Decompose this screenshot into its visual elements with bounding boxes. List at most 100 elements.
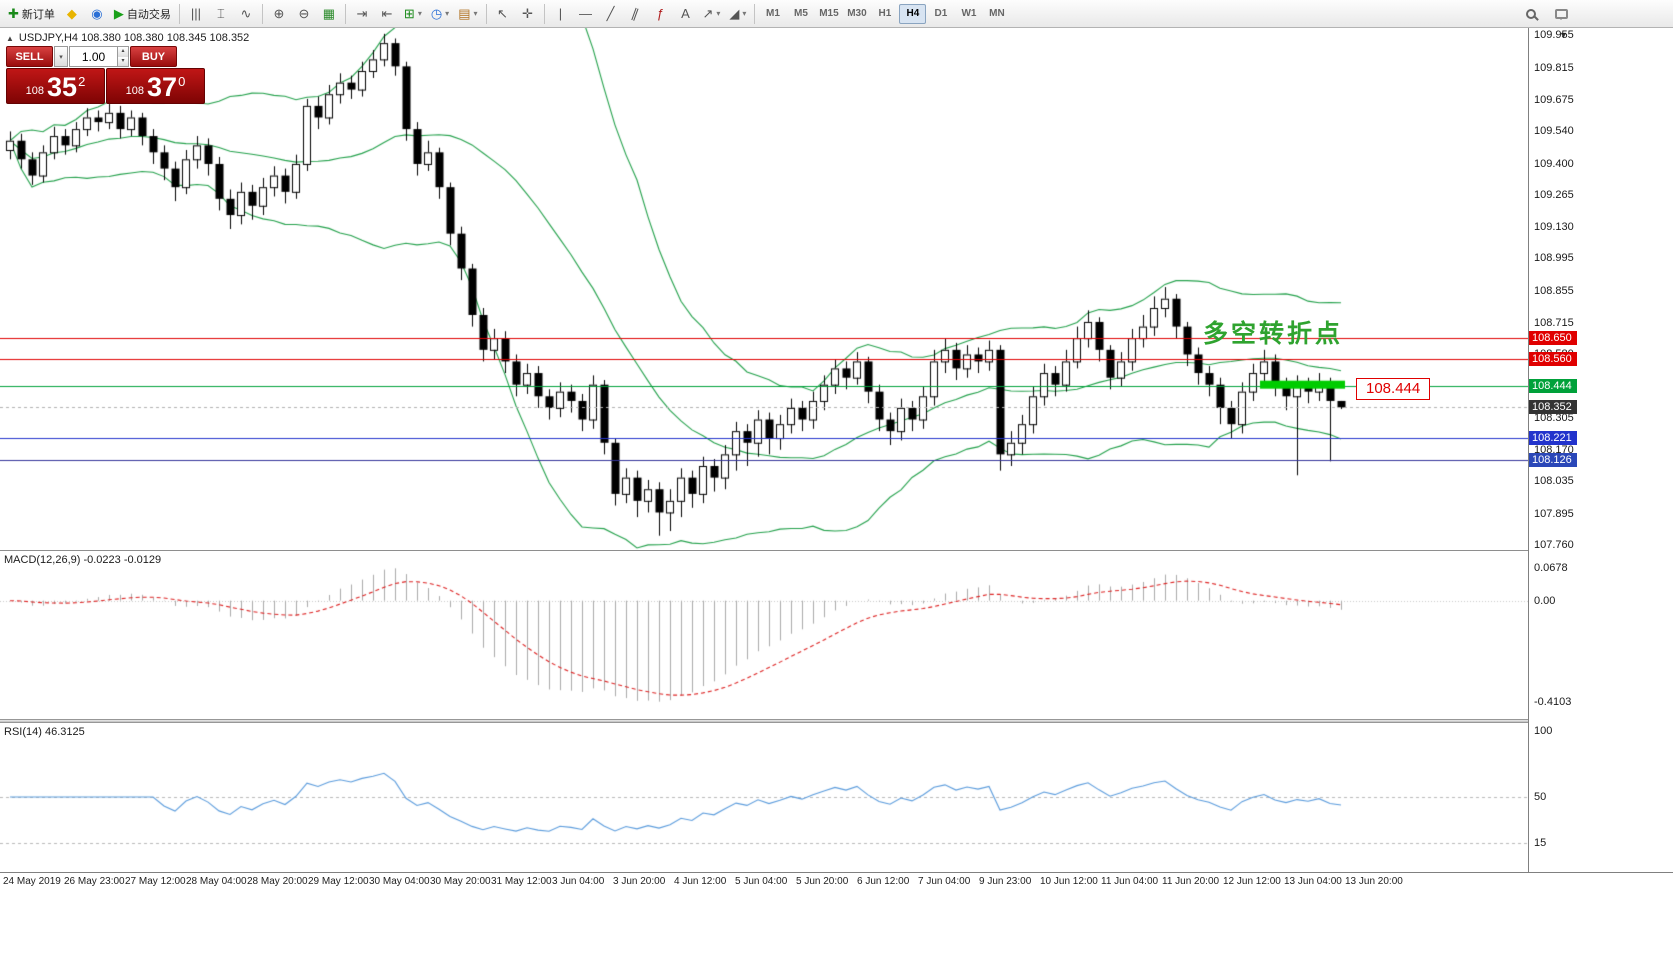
vertical-line-icon: | — [558, 6, 563, 21]
chart-line-icon: ∿ — [240, 6, 252, 21]
time-label: 27 May 12:00 — [125, 876, 186, 887]
arrows-button[interactable]: ↗ ▾ — [699, 3, 725, 25]
crosshair-button[interactable]: ✛ — [516, 3, 540, 25]
timeframe-m15-button[interactable]: M15 — [819, 8, 839, 19]
auto-scroll-icon: ⇥ — [356, 6, 368, 21]
horizontal-line-icon: — — [579, 6, 592, 21]
chart-bars-button[interactable]: ||| — [184, 3, 208, 25]
cursor-button[interactable]: ↖ — [491, 3, 515, 25]
time-label: 13 Jun 20:00 — [1345, 876, 1403, 887]
price-scale[interactable]: ▼ 109.955 109.815 109.675 109.540 109.400 109… — [1528, 28, 1673, 890]
chat-button[interactable] — [1549, 3, 1573, 25]
trade-panel-collapse-arrow[interactable]: ▲ — [6, 33, 14, 43]
time-label: 12 Jun 12:00 — [1223, 876, 1281, 887]
templates-button[interactable]: ▤ ▾ — [454, 3, 481, 25]
text-icon: A — [681, 6, 690, 21]
time-label: 24 May 2019 — [3, 876, 61, 887]
chart-line-button[interactable]: ∿ — [234, 3, 258, 25]
buy-price-button[interactable]: 108 37 0 — [106, 68, 205, 104]
algo-trading-button-label: 自动交易 — [126, 8, 171, 21]
timeframe-d1-button[interactable]: D1 — [934, 8, 948, 19]
search-button[interactable] — [1519, 3, 1543, 25]
tile-windows-button[interactable]: ▦ — [317, 3, 341, 25]
timeframe-h1-button[interactable]: H1 — [878, 8, 892, 19]
mql5-community-button[interactable]: ◉ — [85, 3, 109, 25]
time-label: 11 Jun 04:00 — [1101, 876, 1159, 887]
time-label: 30 May 20:00 — [430, 876, 491, 887]
algo-trading-button[interactable]: ▶ 自动交易 — [110, 3, 175, 25]
time-label: 28 May 04:00 — [186, 876, 247, 887]
chart-annotation: 多空转折点 — [1203, 319, 1344, 348]
shapes-button[interactable]: ◢ ▾ — [725, 3, 750, 25]
channel-button[interactable]: ∥ — [624, 3, 648, 25]
new-order-button-label: 新订单 — [21, 8, 55, 21]
channel-icon: ∥ — [629, 5, 642, 22]
volume-preset-dropdown[interactable]: ▾ — [54, 46, 68, 67]
chart-candles-icon: ⌶ — [217, 6, 225, 21]
panel-splitter[interactable] — [0, 550, 1673, 551]
price-scale-label: 109.400 — [1534, 157, 1574, 170]
rsi-scale-label: 50 — [1534, 791, 1547, 803]
volume-down-icon[interactable]: ▾ — [118, 56, 128, 66]
timeframe-h4-button[interactable]: H4 — [899, 3, 927, 24]
ohlc-readout: USDJPY,H4 108.380 108.380 108.345 108.35… — [18, 32, 250, 44]
chart-shift-icon: ⇤ — [381, 6, 393, 21]
toolbar-separator — [485, 3, 487, 24]
toolbar-separator — [754, 3, 756, 24]
timeframe-mn-button[interactable]: MN — [989, 8, 1005, 19]
toolbar: ✚ 新订单 ◆ ◉ ▶ 自动交易 ||| ⌶ ∿ ⊕ ⊖ ▦ ⇥ ⇤ ⊞ ▾ ◷ ▾ ▤ ▾ ↖ ✛ | — ╱ ∥ ƒ A ↗ ▾ ◢ ▾ M… — [0, 0, 1673, 28]
periods-button[interactable]: ◷ ▾ — [427, 3, 453, 25]
chart-shift-button[interactable]: ⇤ — [375, 3, 399, 25]
metaeditor-button[interactable]: ◆ — [60, 3, 84, 25]
chart-candles-button[interactable]: ⌶ — [209, 3, 233, 25]
search-icon — [1526, 8, 1536, 19]
fibonacci-button[interactable]: ƒ — [649, 3, 673, 25]
price-scale-label: 109.675 — [1534, 94, 1574, 107]
buy-price-big: 37 — [147, 72, 178, 102]
vertical-line-button[interactable]: | — [549, 3, 573, 25]
toolbar-separator — [178, 3, 180, 24]
price-scale-label: 108.995 — [1534, 252, 1574, 265]
time-label: 9 Jun 23:00 — [979, 876, 1032, 887]
timeframe-w1-button[interactable]: W1 — [961, 8, 977, 19]
auto-scroll-button[interactable]: ⇥ — [350, 3, 374, 25]
shapes-icon: ◢ — [729, 6, 740, 21]
time-label: 26 May 23:00 — [64, 876, 125, 887]
macd-panel-canvas[interactable] — [0, 551, 1528, 719]
timeframe-m5-button[interactable]: M5 — [793, 8, 808, 19]
trendline-button[interactable]: ╱ — [599, 3, 623, 25]
indicators-button[interactable]: ⊞ ▾ — [400, 3, 426, 25]
panel-splitter[interactable] — [0, 719, 1673, 723]
buy-button[interactable]: BUY — [130, 46, 177, 67]
buy-price-head: 108 — [125, 85, 145, 97]
volume-input[interactable] — [69, 46, 117, 67]
scale-context-arrow[interactable]: ▼ — [1559, 30, 1568, 40]
price-level-callout: 108.444 — [1356, 378, 1431, 400]
templates-icon: ▤ — [458, 6, 471, 21]
timeframe-m1-button[interactable]: M1 — [765, 8, 780, 19]
rsi-panel-canvas[interactable] — [0, 723, 1528, 872]
sell-price-button[interactable]: 108 35 2 — [6, 68, 105, 104]
toolbar-separator — [344, 3, 346, 24]
price-scale-label: 108.855 — [1534, 284, 1574, 297]
zoom-out-button[interactable]: ⊖ — [292, 3, 316, 25]
chart-area: ▲ USDJPY,H4 108.380 108.380 108.345 108.… — [0, 28, 1673, 908]
price-scale-label: 108.305 — [1534, 412, 1574, 425]
price-chart-canvas[interactable] — [0, 28, 1528, 550]
buy-price-sup: 0 — [178, 74, 186, 89]
sell-button[interactable]: SELL — [6, 46, 53, 67]
horizontal-line-button[interactable]: — — [574, 3, 598, 25]
price-level-badge: 108.560 — [1529, 352, 1577, 367]
price-level-badge: 108.650 — [1529, 331, 1577, 346]
new-order-button[interactable]: ✚ 新订单 — [4, 3, 59, 25]
volume-up-icon[interactable]: ▴ — [118, 47, 128, 57]
time-axis[interactable]: 24 May 2019 26 May 23:00 27 May 12:00 28 Ma… — [0, 872, 1673, 890]
time-label: 3 Jun 04:00 — [552, 876, 605, 887]
text-button[interactable]: A — [674, 3, 698, 25]
time-label: 3 Jun 20:00 — [613, 876, 666, 887]
timeframe-m30-button[interactable]: M30 — [847, 8, 867, 19]
dropdown-arrow-icon: ▾ — [417, 9, 422, 18]
price-scale-label: 109.540 — [1534, 125, 1574, 138]
dropdown-arrow-icon: ▾ — [445, 9, 450, 18]
zoom-in-button[interactable]: ⊕ — [267, 3, 291, 25]
